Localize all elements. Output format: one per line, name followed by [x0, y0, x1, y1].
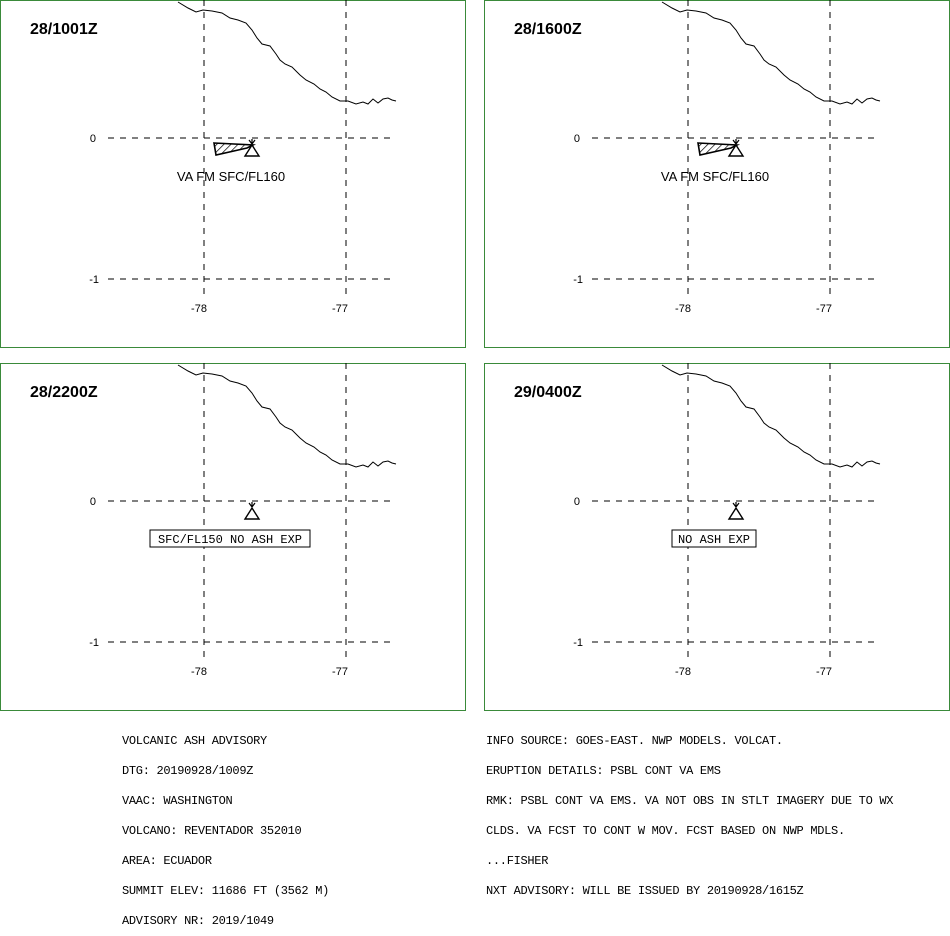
lat-label-0: 0: [574, 133, 580, 145]
advisory-info-source: INFO SOURCE: GOES-EAST. NWP MODELS. VOLC…: [486, 734, 783, 748]
advisory-eruption-details: ERUPTION DETAILS: PSBL CONT VA EMS: [486, 764, 721, 778]
advisory-right-block: INFO SOURCE: GOES-EAST. NWP MODELS. VOLC…: [486, 716, 893, 906]
map-panel: 0 -1 -78 -77 28/1001Z VA FM SFC/FL160: [0, 0, 466, 348]
lon-label-78: -78: [191, 666, 207, 678]
ash-cloud-polygon: [697, 142, 741, 156]
panel-time-label: 28/1001Z: [30, 21, 98, 38]
volcano-plume: [732, 139, 740, 145]
volcano-icon: [727, 139, 745, 157]
advisory-title: VOLCANIC ASH ADVISORY: [122, 734, 267, 748]
volcano-icon: [243, 139, 261, 157]
lat-label-minus1: -1: [573, 274, 583, 286]
lat-label-minus1: -1: [89, 637, 99, 649]
ash-level-label: VA FM SFC/FL160: [177, 169, 285, 184]
lon-label-77: -77: [816, 303, 832, 315]
ash-outlook-box: [671, 529, 757, 548]
advisory-vaac: VAAC: WASHINGTON: [122, 794, 233, 808]
map-panel: 0 -1 -78 -77 28/1600Z VA FM SFC/FL160: [484, 0, 950, 348]
volcano-icon: [243, 502, 261, 520]
advisory-map-graphic: 0 -1 -78 -77 28/1001Z VA FM SFC/FL160 0 -1 -78 -7…: [0, 0, 950, 711]
ash-level-label: VA FM SFC/FL160: [661, 169, 769, 184]
panel-frame: [484, 0, 950, 348]
advisory-number: ADVISORY NR: 2019/1049: [122, 914, 274, 928]
volcano-icon: [727, 502, 745, 520]
lon-label-77: -77: [332, 303, 348, 315]
panel-frame: [0, 0, 466, 348]
volcano-plume: [248, 139, 256, 145]
volcano-cone: [727, 506, 745, 520]
volcano-cone: [727, 143, 745, 157]
ash-outlook-box: [149, 529, 311, 548]
lon-label-77: -77: [332, 666, 348, 678]
ash-cloud-polygon: [213, 142, 257, 156]
advisory-left-block: VOLCANIC ASH ADVISORY DTG: 20190928/1009…: [122, 716, 329, 936]
advisory-dtg: DTG: 20190928/1009Z: [122, 764, 254, 778]
advisory-summit-elev: SUMMIT ELEV: 11686 FT (3562 M): [122, 884, 330, 898]
advisory-volcano: VOLCANO: REVENTADOR 352010: [122, 824, 302, 838]
advisory-forecaster: ...FISHER: [486, 854, 549, 868]
coastline: [661, 364, 881, 468]
ash-outlook-label: SFC/FL150 NO ASH EXP: [158, 533, 302, 547]
advisory-next: NXT ADVISORY: WILL BE ISSUED BY 20190928…: [486, 884, 804, 898]
lon-label-78: -78: [675, 303, 691, 315]
volcano-plume: [248, 502, 256, 508]
coastline: [177, 364, 397, 468]
advisory-remarks-cont: CLDS. VA FCST TO CONT W MOV. FCST BASED …: [486, 824, 845, 838]
advisory-remarks: RMK: PSBL CONT VA EMS. VA NOT OBS IN STL…: [486, 794, 894, 808]
advisory-area: AREA: ECUADOR: [122, 854, 212, 868]
panel-time-label: 28/2200Z: [30, 384, 98, 401]
lat-label-0: 0: [574, 496, 580, 508]
panel-time-label: 29/0400Z: [514, 384, 582, 401]
lat-label-minus1: -1: [573, 637, 583, 649]
coastline: [177, 1, 397, 105]
volcano-cone: [243, 506, 261, 520]
lat-label-minus1: -1: [89, 274, 99, 286]
panel-time-label: 28/1600Z: [514, 21, 582, 38]
coastline: [661, 1, 881, 105]
lat-label-0: 0: [90, 133, 96, 145]
map-panel: 0 -1 -78 -77 28/2200Z SFC/FL150 NO ASH EXP: [0, 363, 466, 711]
volcano-cone: [243, 143, 261, 157]
ash-outlook-label: NO ASH EXP: [678, 533, 750, 547]
lon-label-78: -78: [191, 303, 207, 315]
lon-label-78: -78: [675, 666, 691, 678]
lon-label-77: -77: [816, 666, 832, 678]
volcano-plume: [732, 502, 740, 508]
lat-label-0: 0: [90, 496, 96, 508]
map-panel: 0 -1 -78 -77 29/0400Z NO ASH EXP: [484, 363, 950, 711]
